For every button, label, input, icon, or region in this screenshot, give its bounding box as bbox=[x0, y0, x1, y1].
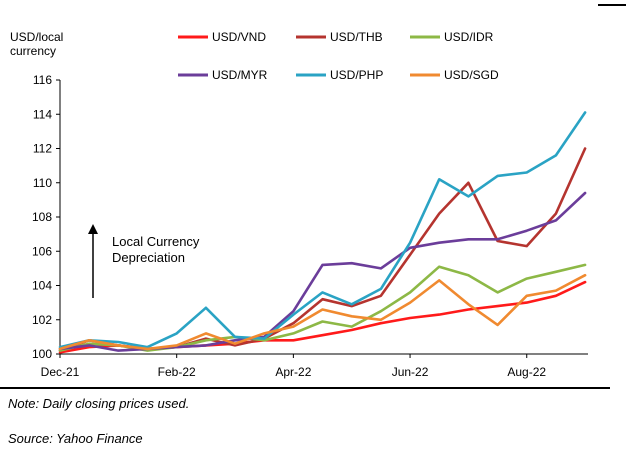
y-axis-label-line: currency bbox=[10, 44, 57, 58]
x-tick-label: Apr-22 bbox=[275, 365, 311, 379]
divider bbox=[0, 387, 610, 389]
y-tick-label: 112 bbox=[33, 142, 52, 156]
source-text: Source: Yahoo Finance bbox=[8, 431, 143, 446]
series-line-usd-idr bbox=[58, 263, 587, 352]
line-chart: 100 102 104 106 108 110 112 114 116 Dec-21 Feb-22 A… bbox=[32, 30, 588, 379]
top-rule bbox=[598, 4, 626, 6]
y-tick-label: 100 bbox=[32, 347, 52, 361]
arrow-head-icon bbox=[88, 224, 98, 234]
y-tick-label: 110 bbox=[33, 176, 52, 190]
y-tick-label: 104 bbox=[32, 279, 52, 293]
legend-label: USD/PHP bbox=[330, 68, 383, 82]
y-tick-label: 106 bbox=[32, 244, 52, 258]
x-tick-label: Feb-22 bbox=[158, 365, 196, 379]
annotation-text: Local Currency bbox=[112, 234, 200, 249]
legend-label: USD/VND bbox=[212, 30, 266, 44]
y-axis-label: USD/local currency bbox=[10, 30, 90, 58]
legend-label: USD/IDR bbox=[444, 30, 494, 44]
x-tick-label: Aug-22 bbox=[507, 365, 546, 379]
y-tick-label: 116 bbox=[33, 73, 52, 87]
note-text: Note: Daily closing prices used. bbox=[8, 396, 190, 411]
y-tick-label: 102 bbox=[32, 313, 52, 327]
series-line-usd-sgd bbox=[58, 273, 587, 351]
legend-label: USD/MYR bbox=[212, 68, 268, 82]
y-tick-label: 114 bbox=[33, 107, 52, 121]
legend-label: USD/SGD bbox=[444, 68, 499, 82]
annotation-text: Depreciation bbox=[112, 250, 185, 265]
series-line-usd-php bbox=[58, 111, 587, 349]
y-axis-label-line: USD/local bbox=[10, 30, 64, 44]
legend-label: USD/THB bbox=[330, 30, 383, 44]
x-tick-label: Jun-22 bbox=[392, 365, 429, 379]
x-tick-label: Dec-21 bbox=[41, 365, 80, 379]
y-tick-label: 108 bbox=[32, 210, 52, 224]
series-line-usd-myr bbox=[58, 191, 587, 352]
